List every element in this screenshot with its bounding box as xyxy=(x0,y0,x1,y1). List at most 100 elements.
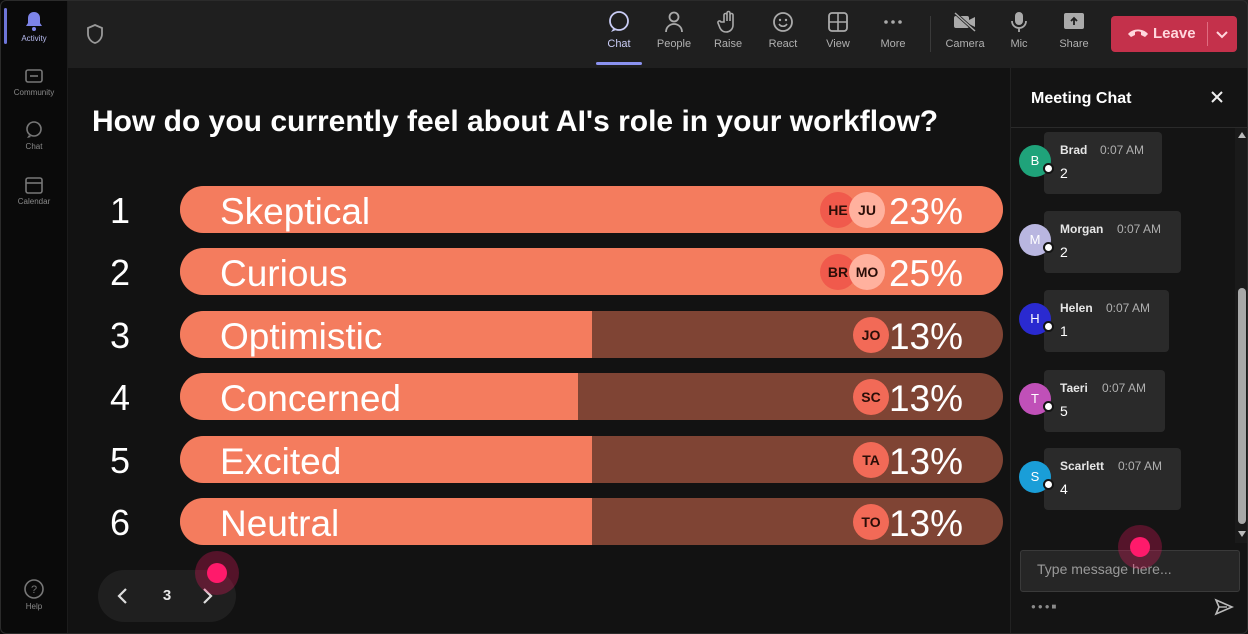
raise-hand-icon xyxy=(704,10,752,34)
rail-item-help[interactable]: ? Help xyxy=(0,578,68,611)
scroll-thumb[interactable] xyxy=(1238,288,1246,524)
attach-icon[interactable]: ● xyxy=(1037,602,1045,611)
chat-message-list: Brad 0:07 AM 2 B Morgan 0:07 AM 2 M Helen 0:07 AM… xyxy=(1011,128,1235,543)
rail-item-community[interactable]: Community xyxy=(0,66,68,97)
presence-dot xyxy=(1043,479,1054,490)
scroll-down-arrow-icon[interactable] xyxy=(1238,531,1246,537)
option-bar: Skeptical 23% HE JU xyxy=(180,186,1003,233)
poll-option-row: 6 Neutral 13% TO xyxy=(68,498,1010,546)
message-time: 0:07 AM xyxy=(1118,459,1163,473)
chat-message-input[interactable]: Type message here... xyxy=(1020,550,1240,592)
leave-button[interactable]: Leave xyxy=(1111,16,1237,52)
voter-avatar: JU xyxy=(849,192,885,228)
svg-text:?: ? xyxy=(31,584,37,596)
toolbar-people-button[interactable]: People xyxy=(650,10,698,50)
close-icon[interactable] xyxy=(1210,90,1224,109)
option-label: Optimistic xyxy=(220,316,383,357)
toolbar-button-label: People xyxy=(656,38,692,50)
sender-name: Morgan xyxy=(1060,222,1104,236)
rail-item-chat[interactable]: Chat xyxy=(0,120,68,151)
chevron-down-icon[interactable] xyxy=(1215,27,1229,44)
sender-name: Helen xyxy=(1060,301,1093,315)
option-bar-fill xyxy=(180,498,592,545)
toolbar-share-button[interactable]: Share xyxy=(1050,10,1098,50)
poll-option-row: 1 Skeptical 23% HE JU xyxy=(68,186,1010,234)
smiley-icon xyxy=(759,10,807,34)
message-text: 4 xyxy=(1060,481,1068,497)
option-number: 1 xyxy=(109,190,131,231)
option-percent: 25% xyxy=(888,253,963,294)
chevron-right-icon[interactable] xyxy=(200,586,214,611)
community-icon xyxy=(0,66,68,86)
chat-header: Meeting Chat xyxy=(1011,68,1248,128)
toolbar-camera-button[interactable]: Camera xyxy=(941,10,989,50)
toolbar-raise-button[interactable]: Raise xyxy=(704,10,752,50)
option-number: 4 xyxy=(109,377,131,418)
rail-item-calendar[interactable]: Calendar xyxy=(0,175,68,206)
grid-icon xyxy=(814,10,862,34)
toolbar-chat-button[interactable]: Chat xyxy=(595,10,643,50)
meeting-chat-panel: Meeting Chat Brad 0:07 AM 2 B Morgan 0:07 AM 2… xyxy=(1010,68,1248,634)
hang-up-icon xyxy=(1127,26,1149,44)
option-percent: 23% xyxy=(888,191,963,232)
send-icon[interactable] xyxy=(1214,598,1234,621)
message-time: 0:07 AM xyxy=(1117,222,1162,236)
toolbar-divider xyxy=(930,16,931,52)
camera-off-icon xyxy=(941,10,989,34)
message-text: 1 xyxy=(1060,323,1068,339)
emoji-icon[interactable]: ● xyxy=(1031,602,1038,611)
message-bubble: Morgan 0:07 AM 2 xyxy=(1044,211,1181,273)
option-percent: 13% xyxy=(888,316,963,357)
option-number: 6 xyxy=(109,502,131,543)
message-bubble: Scarlett 0:07 AM 4 xyxy=(1044,448,1181,510)
presence-dot xyxy=(1043,401,1054,412)
option-label: Neutral xyxy=(220,503,340,544)
voter-avatar: TA xyxy=(853,442,889,478)
message-text: 2 xyxy=(1060,165,1068,181)
chat-scrollbar[interactable] xyxy=(1235,128,1248,543)
option-bar: Neutral 13% TO xyxy=(180,498,1003,545)
option-number: 2 xyxy=(109,252,131,293)
message-time: 0:07 AM xyxy=(1106,301,1151,315)
leave-label: Leave xyxy=(1153,25,1196,42)
sender-name: Brad xyxy=(1060,143,1088,157)
voter-avatar: TO xyxy=(853,504,889,540)
chat-message: Taeri 0:07 AM 5 T xyxy=(1019,368,1229,432)
rail-item-label: Chat xyxy=(25,142,43,151)
option-bar: Curious 25% BR MO xyxy=(180,248,1003,295)
rail-active-indicator xyxy=(4,8,7,44)
rail-item-label: Help xyxy=(25,602,43,611)
rail-item-activity[interactable]: Activity xyxy=(0,10,68,43)
leave-divider xyxy=(1207,22,1208,46)
rail-item-label: Community xyxy=(13,88,55,97)
option-percent: 13% xyxy=(888,503,963,544)
message-bubble: Helen 0:07 AM 1 xyxy=(1044,290,1169,352)
toolbar-mic-button[interactable]: Mic xyxy=(995,10,1043,50)
pointer-indicator xyxy=(1118,525,1162,569)
option-percent: 13% xyxy=(888,378,963,419)
rail-item-label: Calendar xyxy=(17,197,51,206)
toolbar-react-button[interactable]: React xyxy=(759,10,807,50)
chat-bubble-icon xyxy=(595,10,643,34)
shield-icon[interactable] xyxy=(86,24,104,49)
voter-avatar: JO xyxy=(853,317,889,353)
option-number: 3 xyxy=(109,315,131,356)
toolbar-button-label: Mic xyxy=(1010,38,1028,50)
smiley-icon[interactable]: ● xyxy=(1044,602,1052,611)
poll-option-row: 3 Optimistic 13% JO xyxy=(68,311,1010,359)
gif-icon[interactable]: ■ xyxy=(1051,602,1059,611)
chevron-left-icon[interactable] xyxy=(116,586,130,611)
option-bar: Excited 13% TA xyxy=(180,436,1003,483)
toolbar-more-button[interactable]: More xyxy=(869,10,917,50)
scroll-up-arrow-icon[interactable] xyxy=(1238,132,1246,138)
poll-option-row: 2 Curious 25% BR MO xyxy=(68,248,1010,296)
toolbar-view-button[interactable]: View xyxy=(814,10,862,50)
share-icon xyxy=(1050,10,1098,34)
toolbar-button-label: React xyxy=(768,38,798,50)
message-text: 5 xyxy=(1060,403,1068,419)
calendar-icon xyxy=(0,175,68,195)
chat-message: Scarlett 0:07 AM 4 S xyxy=(1019,446,1229,510)
chat-message: Helen 0:07 AM 1 H xyxy=(1019,288,1229,352)
presence-dot xyxy=(1043,163,1054,174)
